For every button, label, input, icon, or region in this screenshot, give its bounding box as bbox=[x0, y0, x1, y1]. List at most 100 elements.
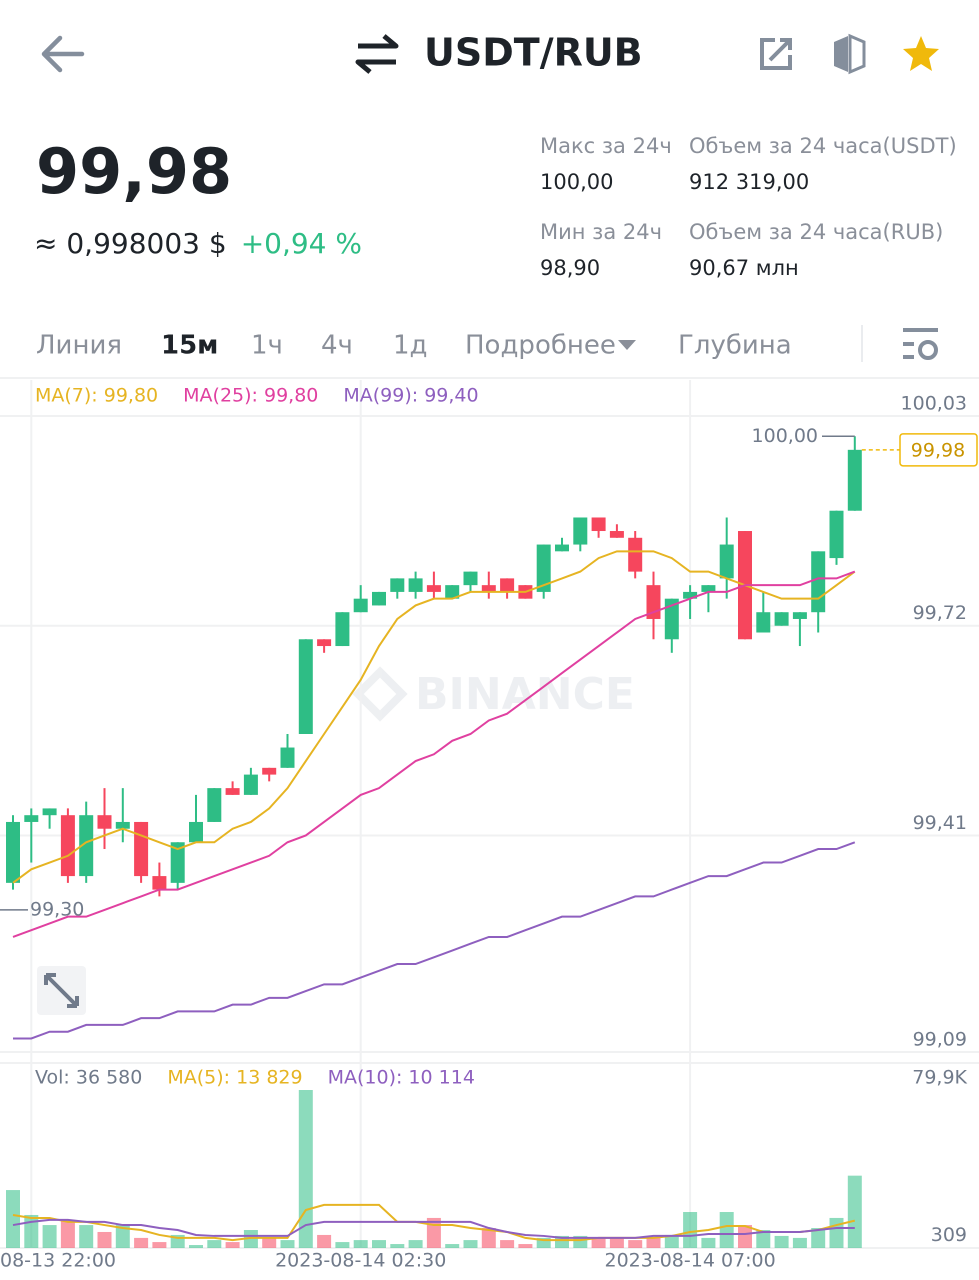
y-tick-label: 99,41 bbox=[913, 812, 967, 834]
compare-icon[interactable] bbox=[834, 33, 866, 75]
candle-body bbox=[719, 544, 734, 579]
x-tick-label: 2023-08-14 02:30 bbox=[275, 1250, 446, 1272]
stat-value: 90,67 млн bbox=[689, 256, 799, 280]
legend-entry: MA(25): 99,80 bbox=[183, 385, 318, 407]
tab[interactable]: Подробнее bbox=[465, 331, 616, 361]
candle-body bbox=[609, 531, 624, 538]
tab[interactable]: 1ч bbox=[251, 331, 283, 361]
candle-body bbox=[79, 815, 94, 877]
candle-body bbox=[298, 639, 313, 734]
volume-bar bbox=[134, 1237, 149, 1248]
y-tick-label: 100,03 bbox=[901, 393, 967, 415]
volume-bar bbox=[42, 1225, 57, 1248]
candle-body bbox=[500, 578, 515, 592]
ma-line bbox=[12, 550, 856, 884]
candle-body bbox=[115, 821, 130, 829]
tab[interactable]: Линия bbox=[36, 331, 122, 361]
candle-body bbox=[774, 612, 789, 626]
candle-body bbox=[463, 571, 478, 586]
volume-bar bbox=[792, 1237, 807, 1248]
volume-bar bbox=[536, 1237, 551, 1248]
legend-entry: MA(99): 99,40 bbox=[343, 385, 478, 407]
candle-body bbox=[42, 808, 57, 816]
candle-body bbox=[390, 578, 405, 592]
volume-bar bbox=[811, 1228, 826, 1248]
volume-bar bbox=[353, 1240, 368, 1248]
candle-body bbox=[317, 639, 332, 647]
chart-settings[interactable] bbox=[903, 328, 938, 360]
volume-bar bbox=[189, 1245, 203, 1248]
y-tick-label: 309 bbox=[931, 1224, 967, 1246]
stat-value: 100,00 bbox=[540, 170, 613, 194]
volume-bar bbox=[6, 1190, 20, 1248]
candle-body bbox=[829, 510, 844, 559]
candle-body bbox=[189, 821, 203, 843]
stat-value: 912 319,00 bbox=[689, 170, 809, 194]
volume-bar bbox=[60, 1219, 75, 1248]
volume-bar bbox=[24, 1214, 39, 1248]
tab[interactable]: 4ч bbox=[321, 331, 353, 361]
volume-bar bbox=[756, 1230, 771, 1248]
volume-bar bbox=[390, 1244, 405, 1248]
candle-body bbox=[536, 544, 551, 592]
candle-body bbox=[262, 767, 277, 775]
candle-body bbox=[426, 585, 441, 592]
volume-bar bbox=[591, 1237, 606, 1248]
swap-icon[interactable] bbox=[355, 34, 399, 74]
stat-label: Объем за 24 часа(USDT) bbox=[689, 134, 957, 158]
watermark: BINANCE bbox=[352, 666, 635, 722]
stat-label: Объем за 24 часа(RUB) bbox=[689, 220, 943, 244]
pair-title: USDT/RUB bbox=[424, 31, 643, 75]
x-tick-label: 08-13 22:00 bbox=[0, 1250, 116, 1272]
back-button[interactable] bbox=[41, 35, 85, 73]
expand-button[interactable] bbox=[37, 966, 86, 1015]
volume-bar bbox=[445, 1244, 460, 1248]
candle-body bbox=[664, 598, 679, 640]
candle-body bbox=[481, 585, 496, 592]
price-change: +0,94 % bbox=[241, 227, 362, 260]
volume-ma-line bbox=[12, 1203, 856, 1242]
candle-body bbox=[372, 591, 386, 606]
volume-bar bbox=[628, 1240, 643, 1248]
candle-body bbox=[628, 537, 643, 572]
candle-body bbox=[353, 598, 368, 613]
tab[interactable]: 1д bbox=[393, 331, 428, 361]
usd-price: ≈ 0,998003 $ bbox=[34, 227, 227, 260]
volume-bar bbox=[609, 1237, 624, 1248]
volume-bar bbox=[481, 1228, 496, 1248]
stat-label: Макс за 24ч bbox=[540, 134, 672, 158]
volume-bar bbox=[115, 1225, 130, 1248]
candle-body bbox=[335, 612, 350, 647]
share-icon[interactable] bbox=[760, 38, 792, 70]
y-tick-label: 99,72 bbox=[913, 602, 967, 624]
candle-body bbox=[701, 585, 716, 592]
candle-body bbox=[24, 815, 39, 822]
candle-body bbox=[756, 612, 771, 633]
volume-bar bbox=[664, 1234, 679, 1248]
candle-body bbox=[792, 612, 807, 619]
ma-line bbox=[12, 570, 856, 938]
volume-bar bbox=[408, 1240, 423, 1248]
volume-legend: Vol: 36 580 bbox=[35, 1067, 142, 1089]
volume-bar bbox=[207, 1240, 222, 1248]
volume-bar bbox=[225, 1242, 240, 1248]
candle-body bbox=[683, 591, 698, 599]
legend-entry: MA(7): 99,80 bbox=[35, 385, 158, 407]
ma-line bbox=[13, 841, 856, 1040]
candle-body bbox=[573, 517, 588, 545]
volume-bar bbox=[79, 1225, 94, 1248]
candle-body bbox=[6, 821, 20, 883]
candle-body bbox=[445, 585, 460, 599]
volume-bar bbox=[719, 1212, 734, 1248]
candle-body bbox=[408, 578, 423, 592]
stat-label: Мин за 24ч bbox=[540, 220, 662, 244]
tab-active[interactable]: 15м bbox=[161, 331, 218, 361]
favorite-star[interactable] bbox=[903, 36, 939, 71]
candle-body bbox=[134, 821, 149, 877]
volume-bar bbox=[555, 1235, 569, 1248]
tab[interactable]: Глубина bbox=[678, 331, 792, 361]
volume-bar bbox=[646, 1237, 661, 1248]
candle-body bbox=[847, 449, 862, 511]
legend-entry: MA(10): 10 114 bbox=[328, 1067, 475, 1089]
